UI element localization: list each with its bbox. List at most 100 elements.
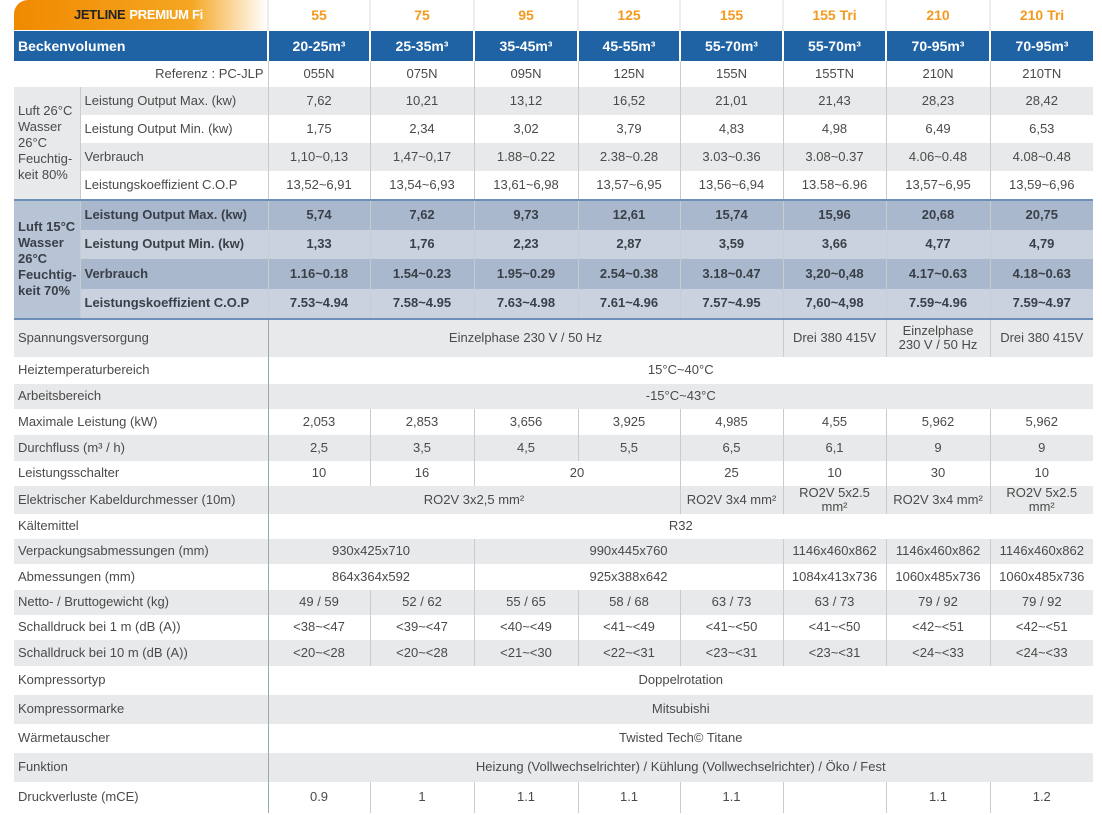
cell: 1,76 [369, 229, 475, 259]
row: Durchfluss (m³ / h) 2,5 3,5 4,5 5,5 6,5 6,1 9 9 [14, 434, 1094, 461]
row: Leistung Output Min. (kw) 1,33 1,76 2,23 2,8… [14, 229, 1094, 259]
cell: RO2V 3x4 mm² [679, 485, 784, 514]
cell: 7,62 [267, 86, 371, 115]
row: Funktion Heizung (Vollwechselrichter) / K… [14, 752, 1094, 782]
cell: <23~<31 [679, 639, 784, 666]
cell: 55-70m³ [782, 30, 887, 61]
cell: 925x388x642 [473, 563, 784, 590]
cell: 7.58~4.95 [369, 288, 475, 319]
model: 95 [473, 0, 579, 31]
cell: Doppelrotation [267, 665, 1094, 695]
cell: 6,49 [885, 114, 991, 143]
cell: 7.59~4.97 [989, 288, 1094, 319]
row: Maximale Leistung (kW) 2,053 2,853 3,656 3,9… [14, 408, 1094, 435]
row: Kompressormarke Mitsubishi [14, 694, 1094, 724]
cell: <21~<30 [473, 639, 579, 666]
row-label: Verbrauch [79, 258, 269, 289]
model: 155 Tri [782, 0, 887, 31]
cell: 3,79 [577, 114, 681, 143]
cell: 5,74 [267, 198, 371, 230]
cell: 3.03~0.36 [679, 142, 784, 171]
cell: 4,985 [679, 408, 784, 435]
cell: 4,55 [782, 408, 887, 435]
cell: Twisted Tech© Titane [267, 723, 1094, 753]
cell: <40~<49 [473, 614, 579, 640]
row-label: Kältemittel [14, 513, 269, 539]
cell: 20 [473, 460, 681, 486]
cell: 7.57~4.95 [679, 288, 784, 319]
cell: 25 [679, 460, 784, 486]
row-label: Beckenvolumen [14, 30, 269, 61]
row: Leistungsschalter 10 16 20 25 10 30 10 [14, 460, 1094, 486]
cell: 13,59~6,96 [989, 170, 1094, 200]
row-label: Referenz : PC-JLP [14, 60, 269, 87]
cell: 2,34 [369, 114, 475, 143]
row-label: Schalldruck bei 10 m (dB (A)) [14, 639, 269, 666]
cell: <20~<28 [369, 639, 475, 666]
cell: 2,5 [267, 434, 371, 461]
cell: 155TN [782, 60, 887, 87]
row-label: Wärmetauscher [14, 723, 269, 753]
cell: 075N [369, 60, 475, 87]
cell: 210TN [989, 60, 1094, 87]
cell: 13,54~6,93 [369, 170, 475, 200]
cell: 055N [267, 60, 371, 87]
cell: 1.54~0.23 [369, 258, 475, 289]
group-label: Luft 15°C Wasser 26°C Feuchtig-keit 70% [14, 198, 80, 319]
cell: 16,52 [577, 86, 681, 115]
row: Abmessungen (mm) 864x364x592 925x388x642 10… [14, 563, 1094, 590]
cell: 4.06~0.48 [885, 142, 991, 171]
cell: 52 / 62 [369, 589, 475, 615]
model: 55 [267, 0, 371, 31]
cell: 210N [885, 60, 991, 87]
cell: 7.61~4.96 [577, 288, 681, 319]
cell: Drei 380 415V [989, 317, 1094, 357]
cell: 4.18~0.63 [989, 258, 1094, 289]
cell: 4.17~0.63 [885, 258, 991, 289]
cell: <41~<50 [782, 614, 887, 640]
cell: 6,5 [679, 434, 784, 461]
cell: 2.54~0.38 [577, 258, 681, 289]
row-label: Heiztemperaturbereich [14, 356, 269, 384]
cell: 9 [885, 434, 991, 461]
cell: 63 / 73 [679, 589, 784, 615]
cell: 1.1 [577, 781, 681, 813]
cell: 1 [369, 781, 475, 813]
cell: 9 [989, 434, 1094, 461]
cell: 1084x413x736 [782, 563, 887, 590]
row-label: Leistungskoeffizient C.O.P [79, 170, 269, 200]
row-label: Leistung Output Max. (kw) [79, 198, 269, 230]
cell: 1,47~0,17 [369, 142, 475, 171]
cell: 4,77 [885, 229, 991, 259]
cell: 5,962 [885, 408, 991, 435]
cell: 7.63~4.98 [473, 288, 579, 319]
row-label: Durchfluss (m³ / h) [14, 434, 269, 461]
cell: 095N [473, 60, 579, 87]
cell: 2,053 [267, 408, 371, 435]
brand-tab: JETLINE PREMIUM Fi [14, 0, 268, 30]
cell: 1.1 [679, 781, 784, 813]
cell: 55 / 65 [473, 589, 579, 615]
cell: 9,73 [473, 198, 579, 230]
cell: 3,656 [473, 408, 579, 435]
row: Netto- / Bruttogewicht (kg) 49 / 59 52 / 6… [14, 589, 1094, 615]
cell: <41~<49 [577, 614, 681, 640]
cell: 7,60~4,98 [782, 288, 887, 319]
cell: 13,52~6,91 [267, 170, 371, 200]
cell [782, 781, 887, 813]
cell: 1,33 [267, 229, 371, 259]
row-label: Spannungsversorgung [14, 317, 269, 357]
cell: 1.16~0.18 [267, 258, 371, 289]
cell: 4,83 [679, 114, 784, 143]
cell: 13.58~6.96 [782, 170, 887, 200]
row-label: Kompressormarke [14, 694, 269, 724]
row: Wärmetauscher Twisted Tech© Titane [14, 723, 1094, 753]
cell: 0.9 [267, 781, 371, 813]
cell: 25-35m³ [369, 30, 475, 61]
cell: Heizung (Vollwechselrichter) / Kühlung (… [267, 752, 1094, 782]
cell: 21,43 [782, 86, 887, 115]
cell: 28,42 [989, 86, 1094, 115]
row-label: Verpackungsabmessungen (mm) [14, 538, 269, 564]
spec-table: JETLINE PREMIUM Fi 55 75 95 125 155 155 Tri 210 2… [14, 0, 1094, 813]
cell: 10 [989, 460, 1094, 486]
